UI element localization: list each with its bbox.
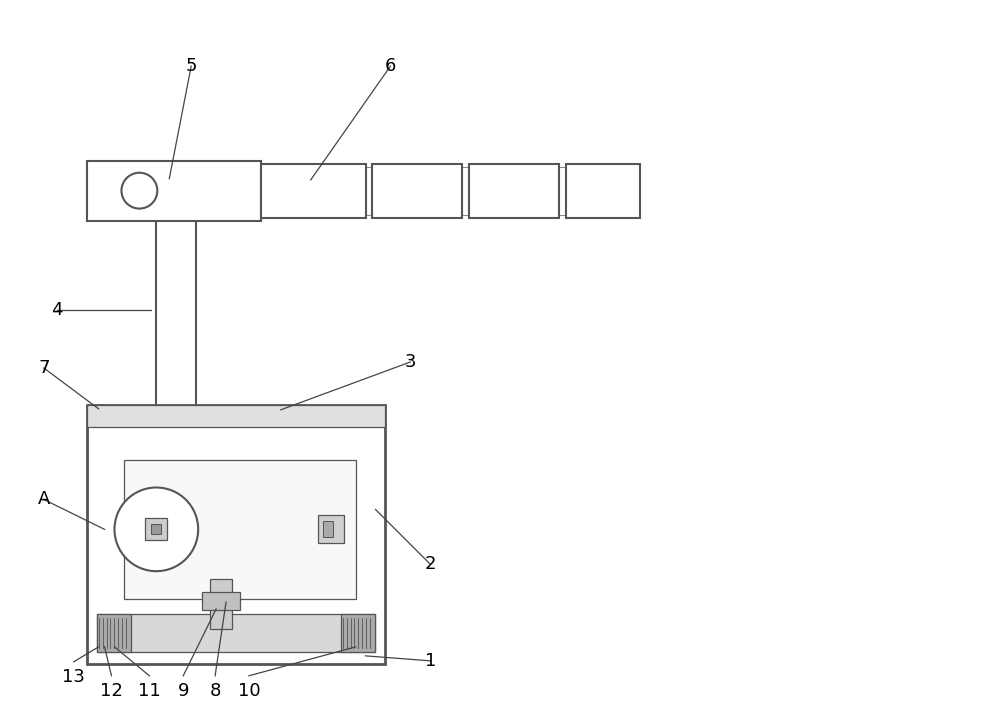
Text: 9: 9 [177, 682, 189, 700]
Text: 1: 1 [425, 652, 436, 670]
Text: 12: 12 [100, 682, 123, 700]
Text: 7: 7 [38, 359, 50, 377]
Bar [124, 459, 356, 599]
Bar [87, 405, 385, 427]
Bar [145, 518, 167, 540]
Text: 11: 11 [138, 682, 161, 700]
Text: 4: 4 [51, 301, 62, 319]
Bar [210, 579, 232, 629]
Bar [566, 163, 640, 217]
Bar [318, 516, 344, 544]
Bar [372, 163, 462, 217]
Text: 3: 3 [405, 353, 416, 371]
Bar [97, 614, 375, 652]
Text: 2: 2 [425, 555, 436, 573]
Text: 8: 8 [209, 682, 221, 700]
Bar [202, 592, 240, 610]
Circle shape [121, 173, 157, 209]
Bar [151, 524, 161, 534]
Bar [97, 614, 131, 652]
Bar [87, 161, 261, 220]
Text: 6: 6 [385, 57, 396, 75]
Bar [341, 614, 375, 652]
Bar [323, 521, 333, 537]
Bar [261, 163, 366, 217]
Text: 5: 5 [185, 57, 197, 75]
Bar [469, 163, 559, 217]
Text: A: A [38, 490, 50, 508]
Text: 13: 13 [62, 667, 85, 685]
Text: 10: 10 [238, 682, 260, 700]
Bar [87, 405, 385, 664]
Circle shape [114, 487, 198, 571]
